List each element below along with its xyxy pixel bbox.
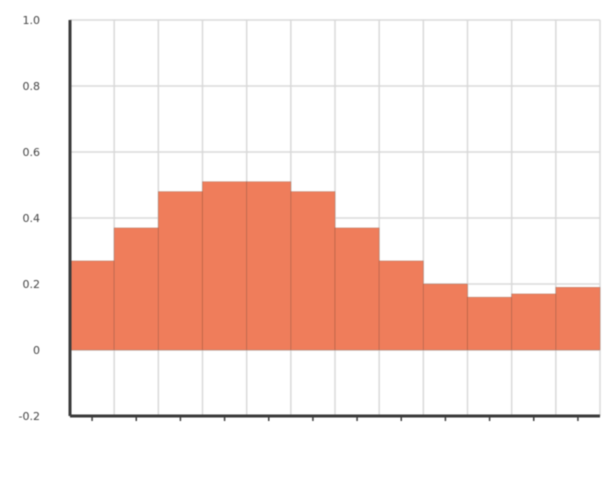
bars (69, 181, 601, 351)
bar-5 (246, 181, 292, 351)
bar-7 (334, 227, 380, 351)
bar-11 (511, 293, 557, 351)
y-tick-label-1: 0 (33, 344, 40, 357)
y-tick-label-0: -0.2 (19, 410, 40, 423)
axes (68, 20, 600, 421)
bar-2 (113, 227, 159, 351)
bar-12 (555, 286, 601, 351)
bar-10 (467, 296, 512, 351)
bar-9 (423, 283, 468, 351)
bar-3 (158, 191, 203, 351)
bar-6 (290, 191, 336, 351)
y-tick-label-4: 0.6 (23, 146, 41, 159)
y-tick-label-2: 0.2 (23, 278, 41, 291)
tick-labels: -0.2 0 0.2 0.4 0.6 0.8 1.0 (19, 14, 40, 423)
bar-8 (378, 260, 424, 351)
y-tick-label-6: 1.0 (23, 14, 41, 27)
y-tick-label-5: 0.8 (23, 80, 41, 93)
bar-1 (69, 260, 115, 351)
bar-4 (202, 181, 247, 351)
y-tick-label-3: 0.4 (23, 212, 41, 225)
